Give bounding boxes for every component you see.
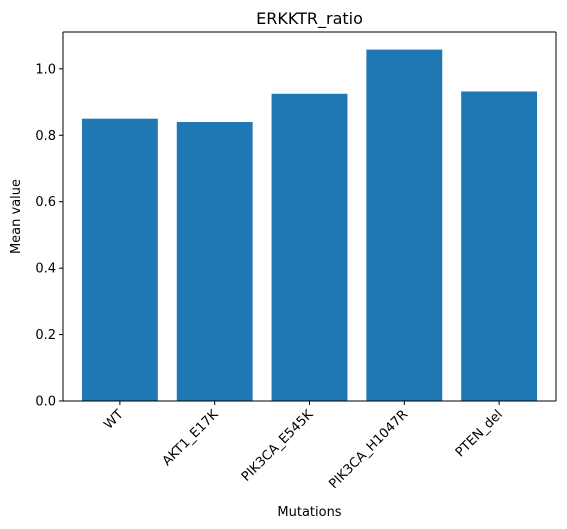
- bar-pik3ca-h1047r: [366, 49, 443, 401]
- chart-title: ERKKTR_ratio: [256, 9, 363, 29]
- x-axis-label: Mutations: [277, 505, 341, 520]
- y-ticks: 0.0 0.2 0.4 0.6 0.8 1.0: [35, 62, 63, 410]
- y-tick-label: 1.0: [35, 62, 56, 77]
- bar-wt: [81, 118, 158, 401]
- axes-frame: [62, 31, 557, 402]
- bars-group: [81, 49, 538, 401]
- x-tick-label: AKT1_E17K: [160, 407, 222, 469]
- x-tick-label: PIK3CA_H1047R: [326, 407, 411, 492]
- y-tick-label: 0.2: [35, 328, 56, 343]
- y-axis-label: Mean value: [9, 179, 24, 254]
- x-tick-label: WT: [101, 407, 126, 432]
- x-tick-label: PIK3CA_E545K: [239, 407, 317, 485]
- bar-pten-del: [461, 91, 538, 401]
- x-tick-label: PTEN_del: [453, 407, 506, 460]
- y-tick-label: 0.6: [35, 195, 56, 210]
- bar-akt1-e17k: [176, 122, 253, 401]
- y-tick-label: 0.0: [35, 395, 56, 410]
- bar-pik3ca-e545k: [271, 93, 348, 401]
- y-tick-label: 0.4: [35, 262, 56, 277]
- y-tick-label: 0.8: [35, 129, 56, 144]
- x-ticks: WT AKT1_E17K PIK3CA_E545K PIK3CA_H1047R PTEN…: [101, 401, 506, 492]
